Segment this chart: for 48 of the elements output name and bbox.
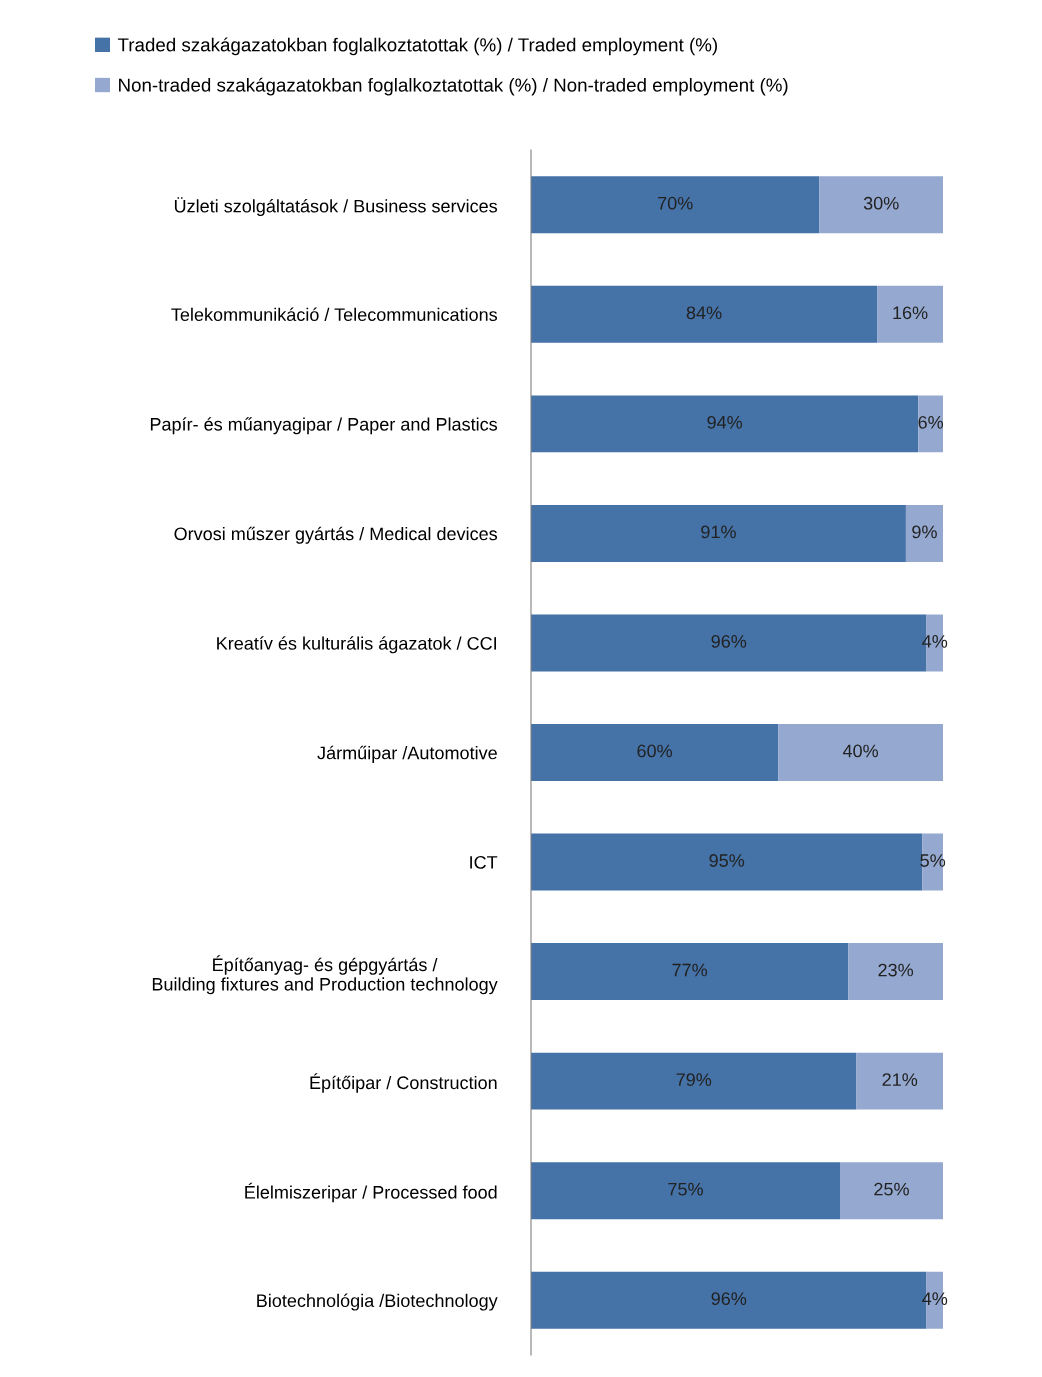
y-tick-label: Üzleti szolgáltatások / Business services <box>174 197 498 217</box>
bar <box>531 943 849 1001</box>
data-label: 6% <box>918 415 944 429</box>
bar <box>848 943 943 1001</box>
data-label: 77% <box>672 963 708 977</box>
y-tick-label: Papír- és műanyagipar / Paper and Plastics <box>150 417 498 435</box>
y-tick-label: Építőipar / Construction <box>310 1073 497 1093</box>
data-label: 60% <box>637 744 673 758</box>
data-label: 70% <box>658 196 693 210</box>
bar <box>877 285 943 343</box>
data-label: 16% <box>893 306 928 320</box>
bar <box>531 504 906 562</box>
bar <box>856 1052 943 1110</box>
data-label: 91% <box>701 525 736 539</box>
legend-label: Non-traded szakágazatokban foglalkoztatottak (%) / Non-traded employment (%) <box>119 77 788 96</box>
data-label: 25% <box>874 1182 909 1196</box>
bar <box>531 285 878 343</box>
bar <box>531 395 919 453</box>
y-tick-label: Járműipar /Automotive <box>317 745 497 763</box>
data-label: 84% <box>686 306 722 320</box>
data-label: 30% <box>863 196 899 210</box>
bar <box>531 1162 840 1220</box>
data-label: 40% <box>842 744 879 758</box>
y-tick-label: Élelmiszeripar / Processed food <box>245 1182 497 1203</box>
y-tick-label: Telekommunikáció / Telecommunications <box>171 307 498 322</box>
legend-label: Traded szakágazatokban foglalkoztatottak (%) / Traded employment (%) <box>117 37 717 56</box>
data-label: 95% <box>709 854 745 867</box>
bar <box>905 504 943 562</box>
data-label: 9% <box>912 525 937 539</box>
y-tick-label: Építőanyag- és gépgyártás / Building fixtures and Production technology <box>152 955 498 995</box>
y-tick-label: ICT <box>470 855 498 869</box>
bar <box>778 724 943 781</box>
data-label: 96% <box>711 1292 747 1306</box>
data-label: 94% <box>707 415 743 429</box>
data-label: 79% <box>676 1073 712 1086</box>
data-label: 21% <box>882 1073 918 1086</box>
data-label: 75% <box>668 1182 703 1196</box>
bar <box>531 1052 857 1110</box>
bar <box>531 176 820 234</box>
bar <box>840 1162 943 1220</box>
data-label: 96% <box>711 635 747 648</box>
y-tick-label: Kreatív és kulturális ágazatok / CCI <box>217 636 497 654</box>
bar <box>918 395 943 453</box>
y-tick-label: Biotechnológia /Biotechnology <box>257 1293 498 1311</box>
bar <box>819 176 943 234</box>
y-tick-label: Orvosi műszer gyártás / Medical devices <box>174 526 498 544</box>
data-label: 23% <box>878 963 914 977</box>
bar <box>531 724 779 781</box>
